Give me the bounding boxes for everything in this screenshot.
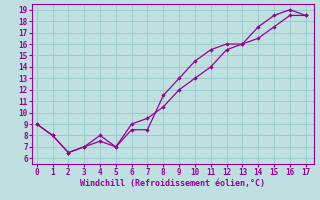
X-axis label: Windchill (Refroidissement éolien,°C): Windchill (Refroidissement éolien,°C) <box>80 179 265 188</box>
